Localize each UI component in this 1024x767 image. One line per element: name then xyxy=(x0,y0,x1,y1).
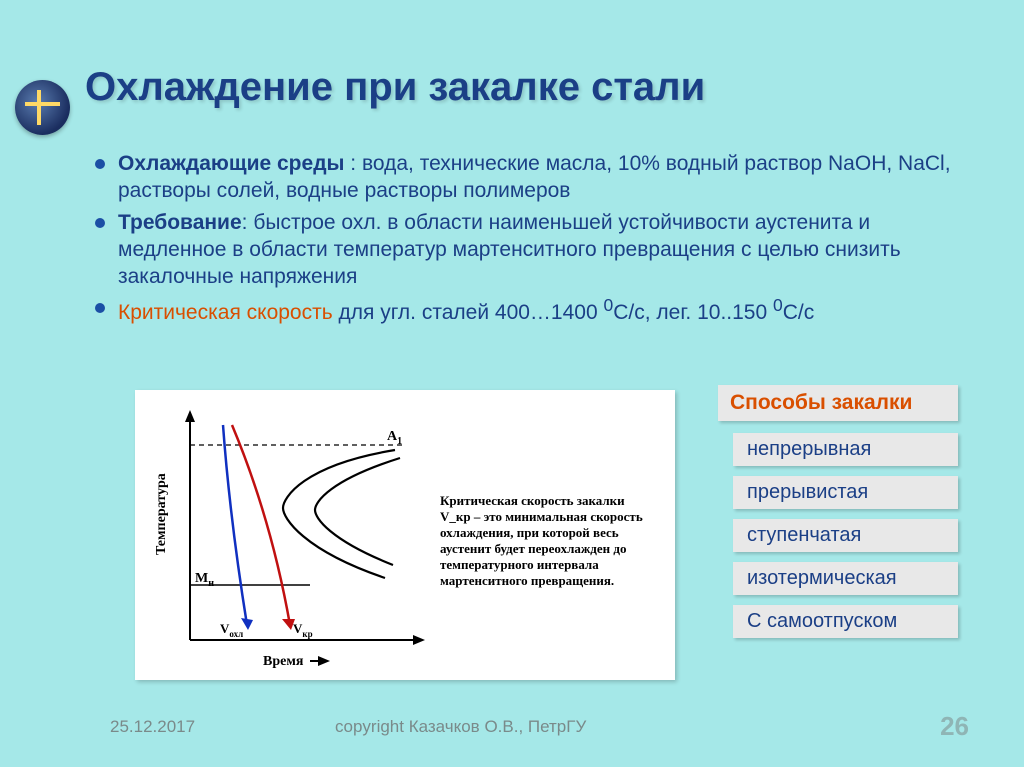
slide-title: Охлаждение при закалке стали xyxy=(85,65,964,110)
method-item: изотермическая xyxy=(733,562,958,595)
page-number: 26 xyxy=(940,711,969,742)
methods-list: Способы закалки непрерывная прерывистая … xyxy=(718,385,958,648)
method-item: С самоотпуском xyxy=(733,605,958,638)
bullet-label-critical: Критическая скорость xyxy=(118,301,333,324)
svg-text:Температура: Температура xyxy=(154,473,169,555)
svg-text:Время: Время xyxy=(263,654,304,669)
svg-text:Vкр: Vкр xyxy=(293,621,313,639)
degree-sup: 0 xyxy=(604,295,614,315)
bullet-label: Требование xyxy=(118,211,242,234)
bullet-item: Требование: быстрое охл. в области наиме… xyxy=(90,209,964,291)
methods-title: Способы закалки xyxy=(718,385,958,421)
degree-sup: 0 xyxy=(773,295,783,315)
university-logo xyxy=(15,80,70,135)
svg-text:Критическая скорость закалки: Критическая скорость закалки V_кр – это … xyxy=(440,493,646,588)
bullet-tail2: С/с xyxy=(783,301,815,324)
method-item: прерывистая xyxy=(733,476,958,509)
svg-text:А1: А1 xyxy=(387,429,402,447)
method-item: непрерывная xyxy=(733,433,958,466)
method-item: ступенчатая xyxy=(733,519,958,552)
svg-text:Vохл: Vохл xyxy=(220,621,243,639)
footer-date: 25.12.2017 xyxy=(110,717,195,737)
bullet-label: Охлаждающие среды xyxy=(118,152,344,175)
bullet-item: Критическая скорость для угл. сталей 400… xyxy=(90,294,964,326)
cooling-diagram: А1 Мн Vохл Vкр Температура Время Критиче… xyxy=(135,390,675,680)
svg-text:Мн: Мн xyxy=(195,571,214,589)
footer-copyright: copyright Казачков О.В., ПетрГУ xyxy=(335,717,586,737)
bullet-item: Охлаждающие среды : вода, технические ма… xyxy=(90,150,964,205)
bullet-text: для угл. сталей 400…1400 xyxy=(333,301,604,324)
bullet-list: Охлаждающие среды : вода, технические ма… xyxy=(90,150,964,331)
bullet-tail: С/с, лег. 10..150 xyxy=(613,301,773,324)
